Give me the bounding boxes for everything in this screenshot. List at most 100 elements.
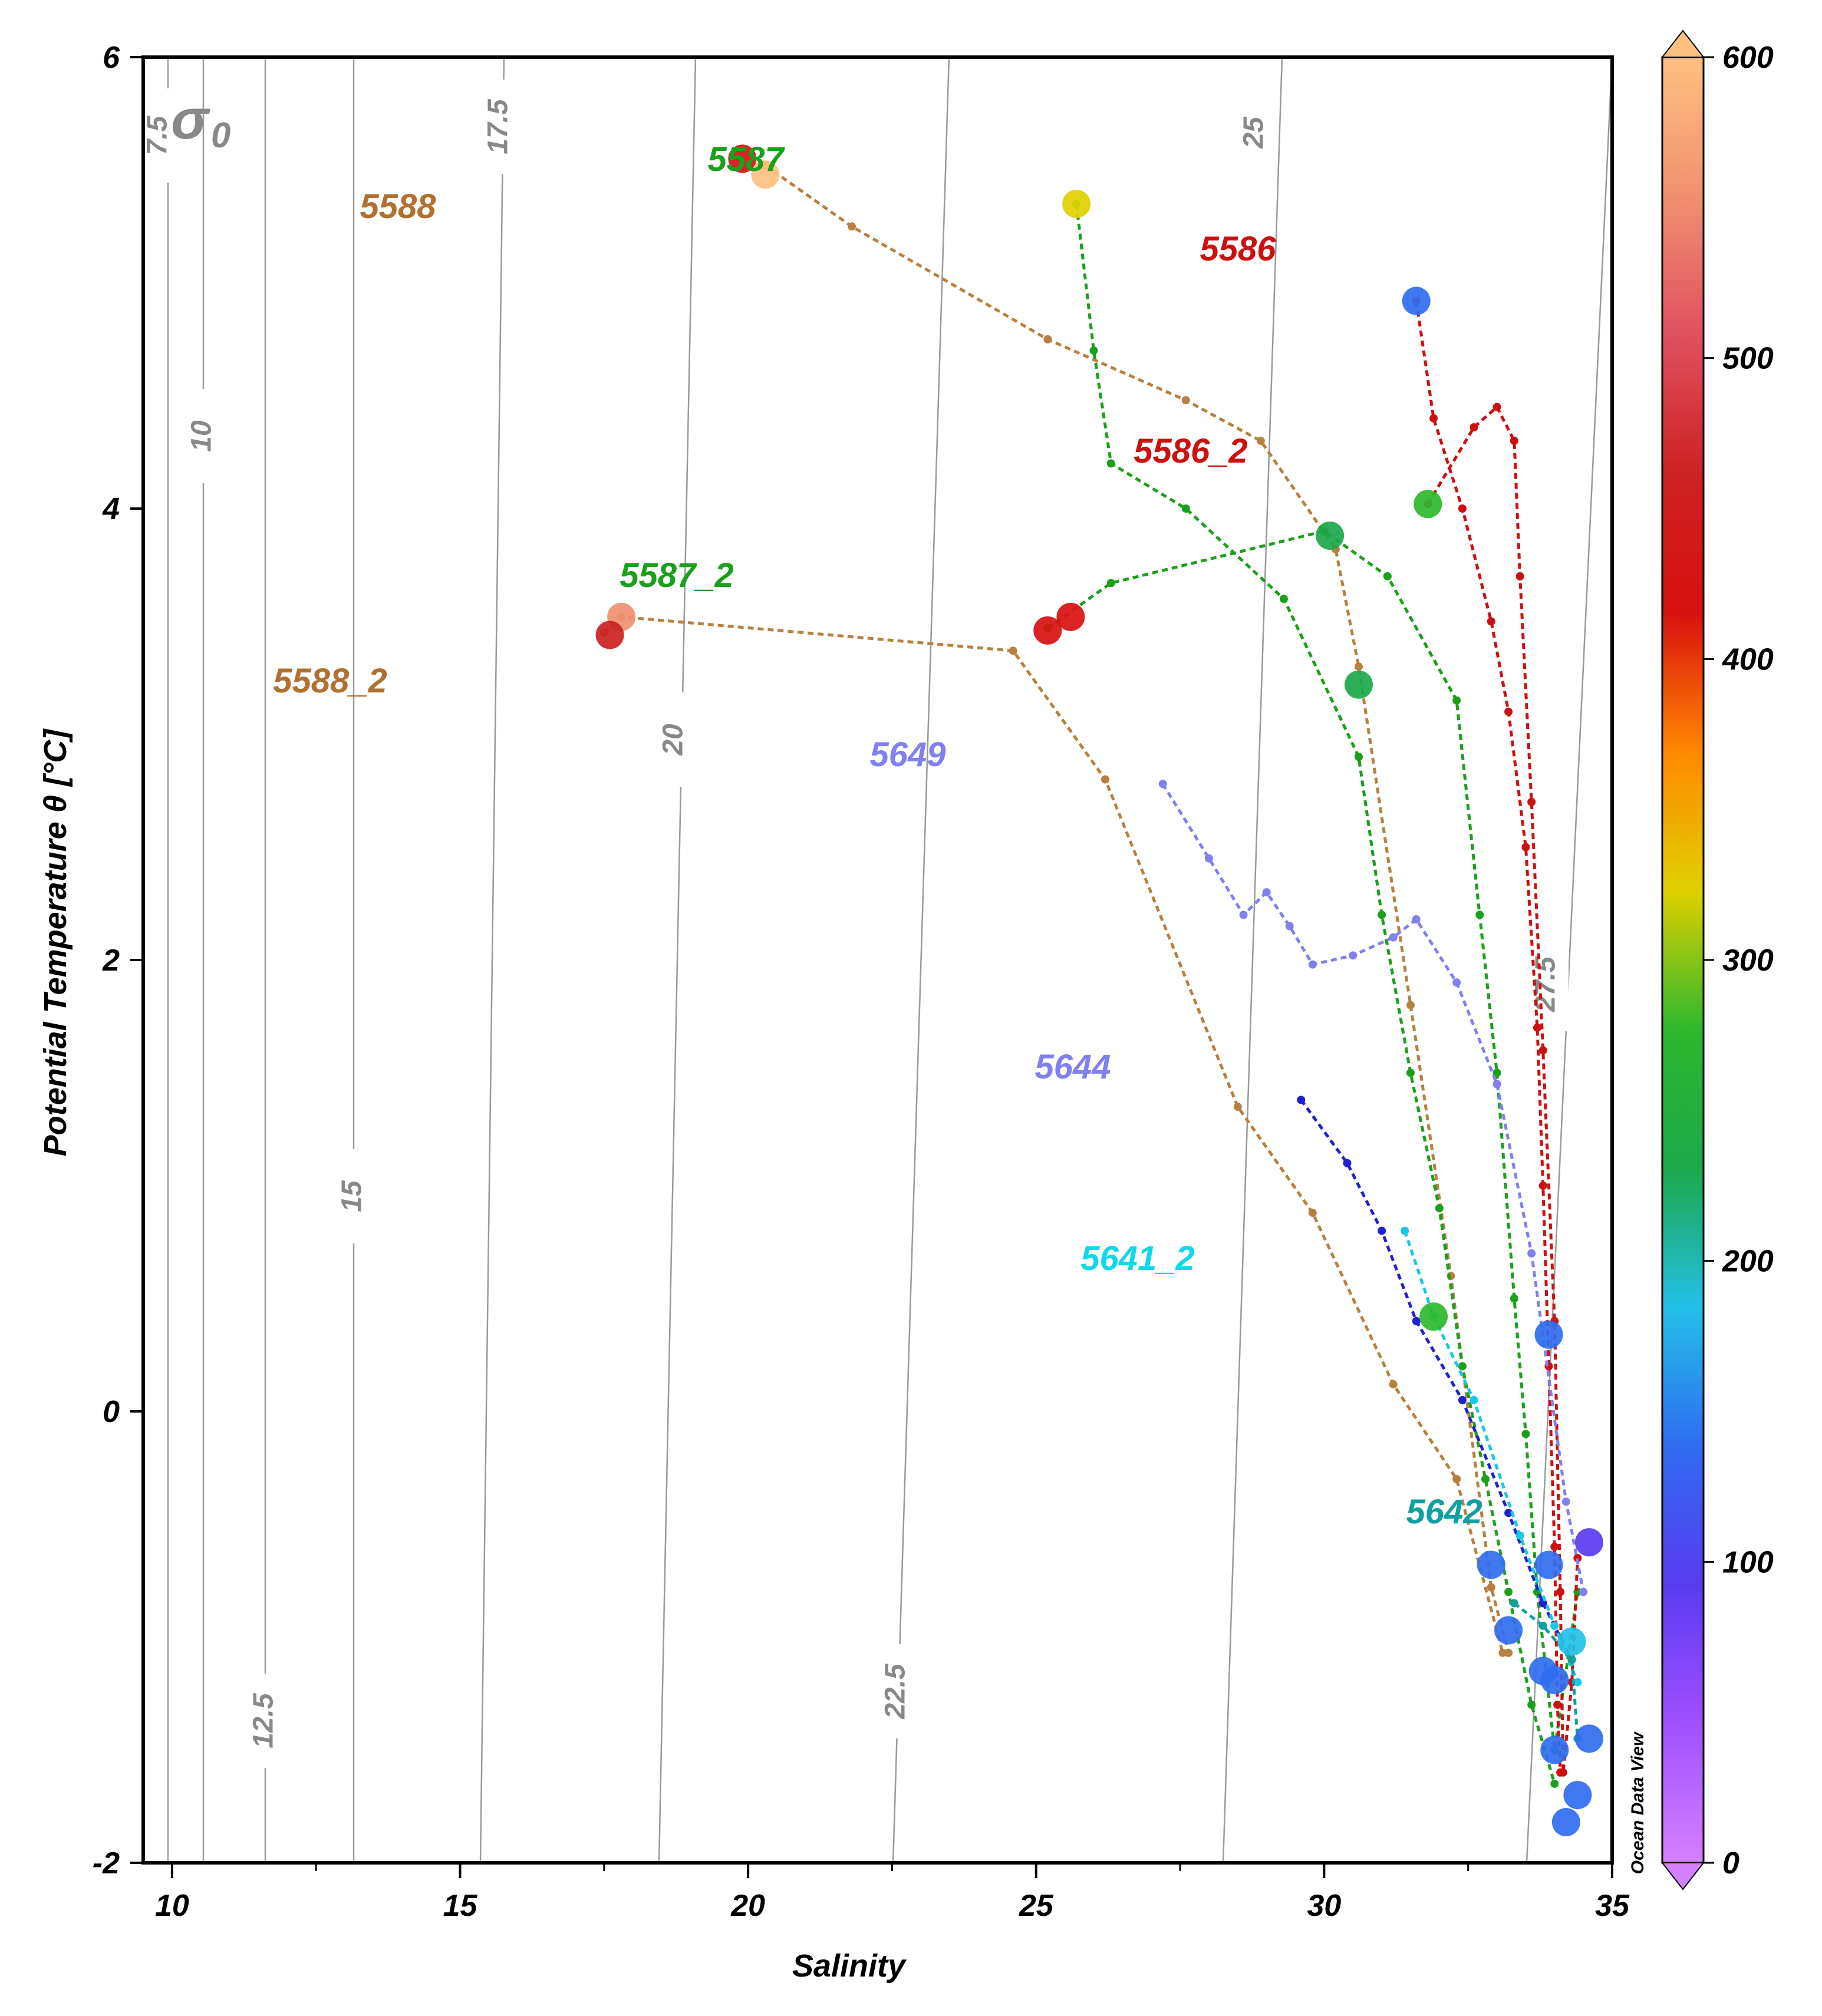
- x-axis-title: Salinity: [792, 1948, 907, 1984]
- depth-endpoint-marker: [1563, 1781, 1592, 1810]
- depth-endpoint-marker: [1574, 1528, 1603, 1557]
- series-point-5587_2: [1521, 1430, 1530, 1438]
- isopycnal-line: [1222, 57, 1283, 1863]
- isopycnal-label: 22.5: [880, 1663, 911, 1720]
- depth-endpoint-marker: [728, 144, 757, 173]
- series-point-5644: [1458, 1395, 1467, 1404]
- x-tick-label: 15: [443, 1889, 478, 1923]
- station-label-5642: 5642: [1406, 1493, 1482, 1531]
- endpoint-markers: [595, 144, 1603, 1837]
- isopycnal-label-bg: [479, 80, 521, 174]
- series-point-5588_2: [1389, 1380, 1398, 1389]
- axes: 10 15 20 25 30 35 -2 0 2 4 6: [93, 41, 1630, 1923]
- density-label: σ 0: [171, 88, 230, 155]
- series-point-5649: [1204, 854, 1213, 863]
- series-point-5586_2: [1515, 572, 1524, 580]
- station-label-5586: 5586: [1200, 230, 1276, 268]
- colorbar-tick-label: 100: [1722, 1545, 1774, 1579]
- isopycnal-label: 25: [1238, 116, 1270, 149]
- series-line-5588_2: [603, 615, 1504, 1654]
- series-point-5588: [1406, 1001, 1415, 1009]
- y-tick-label: 0: [103, 1395, 120, 1429]
- colorbar-tick-label: 300: [1722, 943, 1774, 978]
- x-tick-label: 10: [155, 1889, 189, 1923]
- series-point-5587_2: [1383, 572, 1392, 580]
- isopycnal-label: 10: [186, 420, 218, 452]
- x-tick-label: 30: [1307, 1889, 1341, 1923]
- depth-endpoint-marker: [1574, 1724, 1603, 1753]
- depth-endpoint-marker: [1534, 1320, 1563, 1349]
- series-point-5586: [1504, 707, 1513, 716]
- depth-endpoint-marker: [1419, 1302, 1448, 1331]
- isopycnal-label-bg: [654, 692, 696, 787]
- x-tick-label: 35: [1595, 1889, 1630, 1923]
- series-point-5588: [1256, 437, 1265, 446]
- colorbar-top-arrow: [1660, 29, 1705, 58]
- series-point-5587: [1504, 1588, 1513, 1596]
- station-label-5644: 5644: [1034, 1048, 1111, 1086]
- depth-endpoint-marker: [595, 621, 624, 649]
- series-point-5587: [1355, 753, 1363, 761]
- series-point-5644: [1297, 1096, 1306, 1104]
- series-point-5642: [1510, 1599, 1518, 1608]
- series-point-5586: [1538, 1182, 1547, 1190]
- series-point-5586: [1429, 414, 1438, 423]
- series-line-5587_2: [1046, 529, 1579, 1750]
- series-point-5587: [1378, 910, 1386, 919]
- series-point-5587_2: [1492, 1068, 1501, 1077]
- series-point-5642: [1538, 1621, 1547, 1630]
- station-label-5649: 5649: [869, 735, 945, 774]
- depth-endpoint-marker: [1062, 189, 1091, 218]
- series-point-5587: [1481, 1474, 1490, 1483]
- series-point-5649: [1412, 915, 1421, 924]
- isopycnal-label: 20: [658, 724, 689, 756]
- isopycnal-label: 12.5: [248, 1692, 279, 1748]
- depth-endpoint-marker: [1477, 1550, 1505, 1579]
- colorbar-tick-label: 400: [1722, 642, 1774, 677]
- series-point-5644: [1343, 1159, 1352, 1167]
- series-point-5587_2: [1106, 579, 1115, 588]
- series-point-5649: [1561, 1497, 1570, 1506]
- series-point-5586_2: [1559, 1768, 1567, 1777]
- series-point-5649: [1158, 780, 1167, 788]
- series-point-5588_2: [1452, 1474, 1461, 1483]
- series-point-5642: [1567, 1655, 1576, 1664]
- series-point-5641_2: [1550, 1621, 1559, 1630]
- odv-watermark: Ocean Data View: [1628, 1731, 1648, 1874]
- series-point-5641_2: [1573, 1678, 1582, 1687]
- station-labels: 5588 5588_2 5587 5587_2 5586 5586_2 5649 5644 56…: [273, 140, 1482, 1531]
- series-line-5588: [764, 164, 1510, 1654]
- station-label-5587_2: 5587_2: [620, 556, 734, 595]
- depth-endpoint-marker: [1540, 1735, 1569, 1764]
- series-point-5588: [848, 222, 856, 231]
- y-tick-label: 6: [103, 41, 120, 75]
- series-point-5588_2: [1308, 1208, 1317, 1217]
- colorbar-gradient: [1661, 56, 1705, 1864]
- depth-endpoint-marker: [1033, 616, 1062, 645]
- station-label-5587: 5587: [707, 140, 785, 179]
- depth-endpoint-marker: [1557, 1627, 1586, 1656]
- depth-endpoint-marker: [1345, 670, 1373, 699]
- series-point-5586_2: [1527, 797, 1536, 806]
- series-point-5649: [1389, 933, 1398, 942]
- isopycnal-line: [479, 57, 505, 1863]
- series-point-5588_2: [1009, 646, 1017, 655]
- series-point-5588: [1487, 1583, 1495, 1592]
- y-tick-label: 4: [102, 492, 120, 526]
- series-point-5588_2: [1233, 1102, 1242, 1111]
- series-line-5649: [1161, 783, 1585, 1592]
- series-point-5587: [1458, 1362, 1467, 1371]
- series-point-5586: [1553, 1700, 1562, 1709]
- series-point-5649: [1308, 960, 1317, 969]
- isopycnal-line: [892, 57, 950, 1863]
- isopycnal-label-bg: [182, 389, 225, 483]
- series-point-5586_2: [1556, 1588, 1565, 1596]
- station-label-5586_2: 5586_2: [1134, 432, 1248, 470]
- series-point-5586: [1521, 843, 1530, 852]
- series-point-5586: [1487, 617, 1495, 626]
- series-point-5641_2: [1401, 1226, 1409, 1235]
- series-point-5586_2: [1510, 437, 1518, 446]
- colorbar-tick-label: 200: [1722, 1245, 1774, 1279]
- series-point-5587: [1435, 1204, 1444, 1213]
